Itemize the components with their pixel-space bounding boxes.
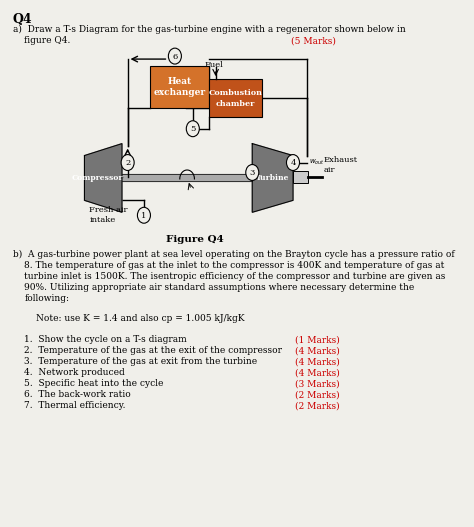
Text: 6: 6 — [172, 53, 178, 61]
Text: 5: 5 — [190, 125, 195, 133]
Text: (5 Marks): (5 Marks) — [291, 36, 336, 45]
Circle shape — [137, 207, 150, 223]
Polygon shape — [252, 144, 293, 212]
Text: Figure Q4: Figure Q4 — [165, 235, 223, 244]
Text: (4 Marks): (4 Marks) — [295, 357, 339, 366]
FancyBboxPatch shape — [209, 79, 262, 117]
Text: 1: 1 — [141, 212, 146, 220]
Circle shape — [121, 154, 134, 171]
FancyBboxPatch shape — [150, 66, 209, 108]
Text: exchanger: exchanger — [154, 89, 206, 97]
Text: Turbine: Turbine — [256, 174, 290, 182]
Circle shape — [186, 121, 200, 136]
Circle shape — [168, 48, 182, 64]
Circle shape — [246, 164, 259, 180]
Text: 4.  Network produced: 4. Network produced — [24, 368, 125, 377]
Text: (4 Marks): (4 Marks) — [295, 368, 339, 377]
Text: (4 Marks): (4 Marks) — [295, 346, 339, 355]
Circle shape — [286, 154, 300, 171]
Text: Fuel: Fuel — [205, 61, 224, 69]
Text: $w_{out}$: $w_{out}$ — [310, 158, 325, 167]
Text: 5.  Specific heat into the cycle: 5. Specific heat into the cycle — [24, 379, 164, 388]
Text: chamber: chamber — [216, 100, 255, 108]
Text: b)  A gas-turbine power plant at sea level operating on the Brayton cycle has a : b) A gas-turbine power plant at sea leve… — [13, 250, 455, 259]
Text: Combustion: Combustion — [209, 89, 263, 97]
Text: 2.  Temperature of the gas at the exit of the compressor: 2. Temperature of the gas at the exit of… — [24, 346, 282, 355]
Text: Compressor: Compressor — [72, 174, 123, 182]
Text: a)  Draw a T-s Diagram for the gas-turbine engine with a regenerator shown below: a) Draw a T-s Diagram for the gas-turbin… — [13, 25, 406, 34]
Text: figure Q4.: figure Q4. — [24, 36, 71, 45]
Text: 7.  Thermal efficiency.: 7. Thermal efficiency. — [24, 401, 126, 410]
Text: Fresh air: Fresh air — [90, 206, 128, 214]
Text: following:: following: — [24, 294, 69, 303]
Text: intake: intake — [90, 216, 116, 224]
Text: 2: 2 — [125, 159, 130, 167]
Text: 1.  Show the cycle on a T-s diagram: 1. Show the cycle on a T-s diagram — [24, 335, 187, 345]
Text: (2 Marks): (2 Marks) — [295, 390, 339, 399]
Polygon shape — [84, 144, 122, 212]
Text: (1 Marks): (1 Marks) — [295, 335, 339, 345]
Text: 6.  The back-work ratio: 6. The back-work ratio — [24, 390, 131, 399]
Text: (2 Marks): (2 Marks) — [295, 401, 339, 410]
Text: 3: 3 — [250, 169, 255, 177]
Text: 8. The temperature of gas at the inlet to the compressor is 400K and temperature: 8. The temperature of gas at the inlet t… — [24, 261, 445, 270]
Text: Exhaust: Exhaust — [324, 155, 358, 163]
Text: air: air — [324, 165, 336, 173]
Text: 3.  Temperature of the gas at exit from the turbine: 3. Temperature of the gas at exit from t… — [24, 357, 257, 366]
Text: turbine inlet is 1500K. The isentropic efficiency of the compressor and turbine : turbine inlet is 1500K. The isentropic e… — [24, 272, 446, 281]
Text: Heat: Heat — [168, 77, 192, 86]
Text: Q4: Q4 — [13, 13, 32, 26]
Text: 90%. Utilizing appropriate air standard assumptions where necessary determine th: 90%. Utilizing appropriate air standard … — [24, 283, 414, 292]
Text: (3 Marks): (3 Marks) — [295, 379, 339, 388]
Text: Note: use K = 1.4 and also cp = 1.005 kJ/kgK: Note: use K = 1.4 and also cp = 1.005 kJ… — [36, 314, 244, 323]
Text: 4: 4 — [290, 159, 296, 167]
FancyBboxPatch shape — [293, 171, 308, 183]
